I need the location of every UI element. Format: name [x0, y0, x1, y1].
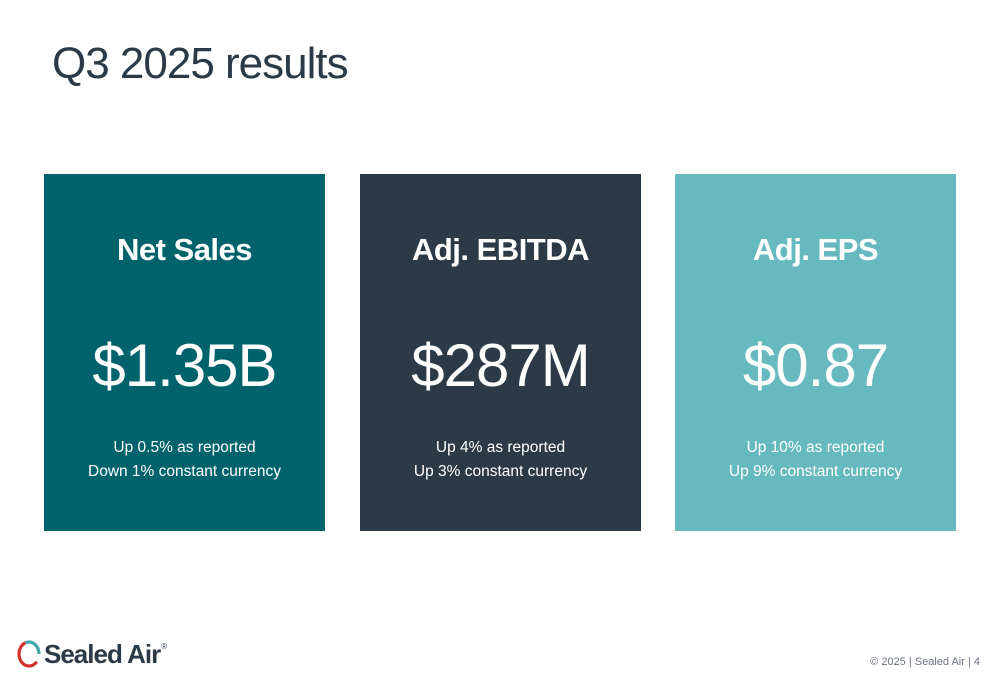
registered-mark: ®	[161, 642, 168, 651]
net-sales-heading: Net Sales	[116, 232, 253, 267]
logo-teal-arc	[17, 640, 41, 668]
net-sales-card: Net Sales $1.35B Up 0.5% as reported Dow…	[44, 174, 325, 531]
adj-eps-card: Adj. EPS $0.87 Up 10% as reported Up 9% …	[675, 174, 956, 531]
adj-ebitda-reported-note: Up 4% as reported	[435, 439, 566, 456]
adj-eps-heading: Adj. EPS	[752, 232, 879, 267]
sealed-air-logo: Sealed Air ®	[16, 636, 167, 672]
footer-text: © 2025 | Sealed Air | 4	[870, 656, 980, 668]
adj-ebitda-card: Adj. EBITDA $287M Up 4% as reported Up 3…	[360, 174, 641, 531]
adj-ebitda-value: $287M	[411, 332, 590, 399]
adj-eps-value: $0.87	[742, 332, 889, 399]
adj-eps-constant-currency-note: Up 9% constant currency	[728, 463, 903, 480]
adj-eps-reported-note: Up 10% as reported	[746, 439, 885, 456]
logo-red-arc	[17, 640, 41, 668]
adj-ebitda-heading: Adj. EBITDA	[411, 232, 590, 267]
net-sales-constant-currency-note: Down 1% constant currency	[88, 463, 281, 480]
sealed-air-logo-icon	[17, 640, 41, 668]
adj-ebitda-constant-currency-note: Up 3% constant currency	[413, 463, 588, 480]
page-title: Q3 2025 results	[52, 39, 349, 88]
net-sales-reported-note: Up 0.5% as reported	[113, 439, 256, 456]
net-sales-value: $1.35B	[92, 332, 277, 399]
logo-wordmark: Sealed Air	[44, 639, 161, 669]
